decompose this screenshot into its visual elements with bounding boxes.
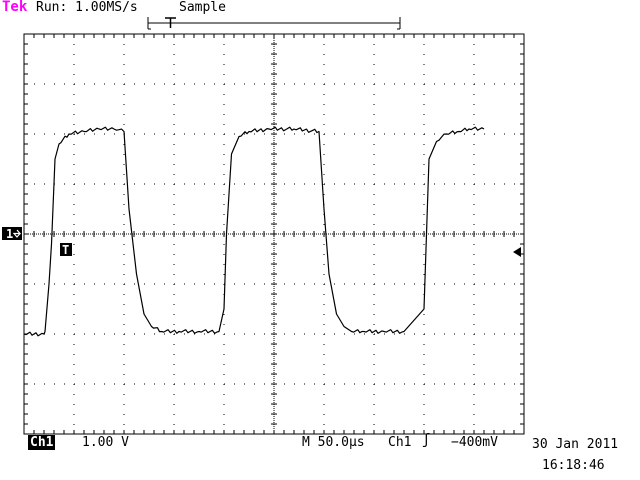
graticule [23, 33, 525, 435]
acquisition-mode: Sample [179, 0, 226, 15]
rising-edge-icon: ʃ [422, 432, 431, 448]
trigger-point-marker: T [60, 243, 72, 257]
channel-scale: 1.00 V [82, 435, 129, 450]
trigger-position-icon [165, 17, 176, 28]
run-status: Run: 1.00MS/s [36, 0, 138, 15]
svg-text:T: T [62, 243, 69, 257]
channel-marker: 1 [2, 227, 22, 241]
brand-label: Tek [2, 0, 28, 15]
channel-label: Ch1 [28, 435, 56, 450]
time-readout: 16:18:46 [542, 458, 605, 473]
svg-text:1: 1 [6, 227, 13, 241]
record-position-bar [147, 17, 401, 30]
waveform-trace [23, 126, 485, 337]
trigger-source: Ch1 [388, 435, 412, 450]
trigger-level-arrow [513, 247, 521, 257]
date-readout: 30 Jan 2011 [532, 437, 619, 452]
timebase-readout: M 50.0µs [302, 435, 365, 450]
trigger-level: −400mV [451, 435, 498, 450]
